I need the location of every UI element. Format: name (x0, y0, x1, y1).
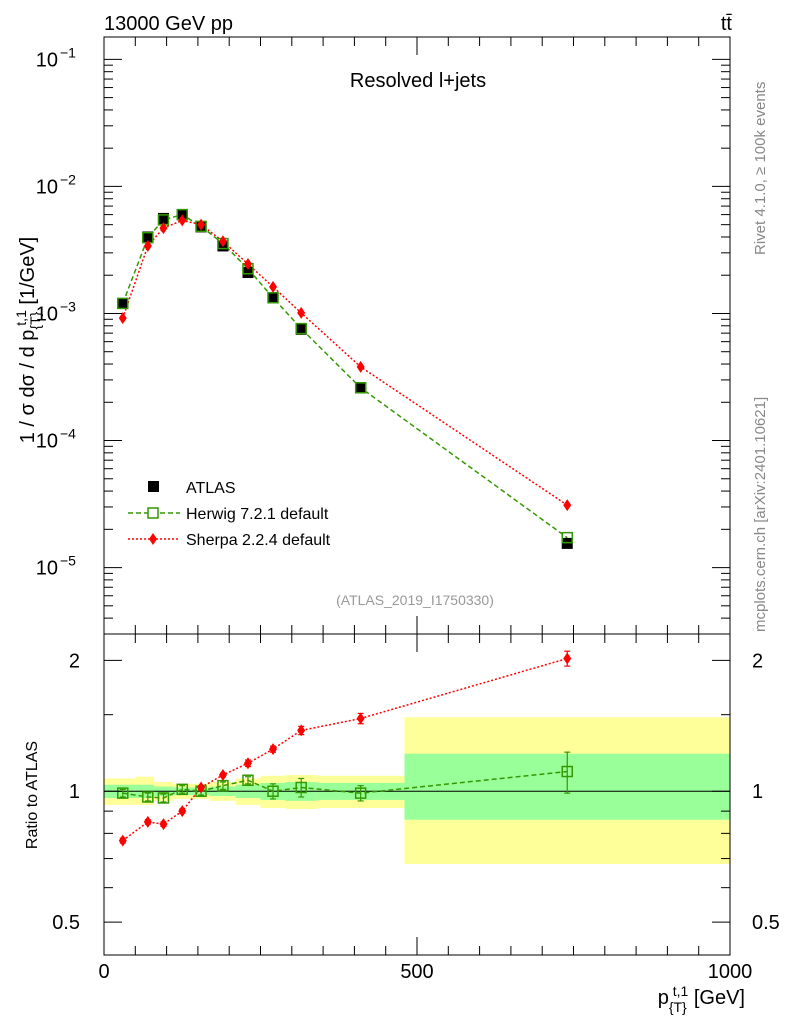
herwig-ratio-point (176, 783, 188, 796)
sherpa-point (218, 235, 227, 248)
atlas-data-point (295, 323, 307, 335)
herwig-ratio-point (142, 791, 154, 803)
legend-entry-label: Herwig 7.2.1 default (186, 506, 329, 523)
mcplots-label: mcplots.cern.ch [arXiv:2401.10621] (752, 397, 769, 632)
ratio-y-tick-label: 2 (69, 650, 80, 672)
ratio-y-axis-label: Ratio to ATLAS (24, 741, 41, 849)
ratio-y-tick-label-right: 1 (752, 781, 763, 803)
legend-entry-label: ATLAS (186, 480, 236, 497)
sherpa-point (356, 360, 365, 373)
main-y-tick-label: 10 (36, 303, 58, 325)
main-y-tick-exponent: −4 (60, 426, 76, 442)
herwig-ratio-point (157, 792, 170, 804)
herwig-ratio-point (267, 785, 279, 797)
main-y-tick-exponent: −2 (60, 171, 76, 187)
main-y-tick-exponent: −3 (60, 298, 76, 314)
herwig-ratio-point (117, 787, 129, 799)
sherpa-point (297, 306, 306, 319)
legend: ATLAS Herwig 7.2.1 default Sherpa 2.2.4 de… (128, 480, 331, 549)
sherpa-point (243, 258, 252, 271)
sherpa-point (197, 218, 206, 231)
sherpa-ratio-point (197, 781, 206, 794)
atlas-data-point (242, 267, 254, 279)
main-y-tick-exponent: −5 (60, 553, 76, 569)
sherpa-point (159, 222, 168, 235)
main-plot-title: Resolved l+jets (350, 70, 486, 92)
x-axis-label: p{T}t,1 [GeV] (658, 983, 745, 1015)
main-y-tick-label: 10 (36, 431, 58, 453)
x-tick-label: 1000 (708, 961, 753, 983)
sherpa-ratio-point (563, 652, 572, 665)
sherpa-ratio-point (178, 805, 187, 818)
sherpa-ratio-point (297, 724, 306, 737)
herwig-ratio-point (242, 774, 254, 786)
sherpa-ratio-point (143, 815, 152, 828)
legend-sherpa-marker (149, 533, 157, 545)
sherpa-line (122, 219, 568, 506)
sherpa-point (178, 214, 187, 227)
sherpa-ratio-point (269, 743, 278, 756)
main-y-tick-exponent: −1 (60, 44, 76, 60)
sherpa-point (269, 280, 278, 293)
herwig-point (117, 297, 129, 310)
legend-atlas-marker (148, 481, 159, 492)
sherpa-ratio-point (218, 768, 227, 781)
ratio-y-tick-label: 1 (69, 781, 80, 803)
sherpa-ratio-point (159, 818, 168, 831)
atlas-data-point (355, 382, 367, 394)
herwig-ratio-point (561, 765, 573, 778)
herwig-point (354, 382, 367, 394)
atlas-data-point (267, 292, 279, 304)
rivet-version-label: Rivet 4.1.0, ≥ 100k events (752, 82, 769, 255)
main-y-tick-label: 10 (36, 176, 58, 198)
sherpa-point (118, 312, 127, 325)
herwig-ratio-point (354, 787, 367, 799)
ratio-y-tick-label-right: 0.5 (752, 912, 780, 934)
analysis-watermark: (ATLAS_2019_I1750330) (336, 592, 494, 608)
main-plot-panel: 10−510−410−310−210−1 Resolved l+jets (AT… (13, 36, 731, 635)
main-y-axis-label: 1 / σ dσ / d p{T}t,1 [1/GeV] (13, 237, 43, 444)
energy-label: 13000 GeV pp (104, 13, 233, 35)
atlas-data-point (157, 212, 169, 224)
legend-entry-label: Sherpa 2.2.4 default (186, 532, 331, 549)
ratio-y-tick-label: 0.5 (52, 912, 80, 934)
process-label: tt̄ (721, 13, 733, 35)
x-tick-label: 500 (400, 961, 433, 983)
sherpa-ratio-point (356, 712, 365, 725)
sherpa-ratio-point (243, 757, 252, 770)
herwig-point (295, 322, 307, 335)
main-y-tick-label: 10 (36, 49, 58, 71)
main-y-tick-label: 10 (36, 558, 58, 580)
ratio-y-tick-label-right: 2 (752, 650, 763, 672)
ratio-plot-panel: 0.5 0.5 1 1 2 2 0 500 1000 Ratio to ATLAS p{T}t,… (24, 633, 780, 1015)
x-tick-label: 0 (98, 961, 109, 983)
herwig-point (561, 531, 573, 544)
atlas-data-point (117, 297, 129, 309)
sherpa-ratio-point (118, 834, 127, 847)
legend-herwig-marker (147, 507, 159, 519)
herwig-ratio-point (295, 781, 307, 794)
sherpa-point (143, 239, 152, 252)
sherpa-point (563, 499, 572, 512)
atlas-data-point (142, 231, 154, 243)
